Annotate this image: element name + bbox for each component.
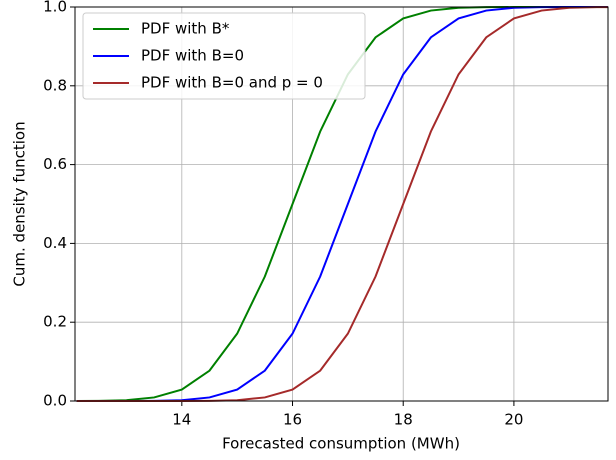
y-tick-label: 0.8 bbox=[43, 76, 67, 94]
legend-box bbox=[82, 12, 366, 100]
legend-label: PDF with B=0 and p = 0 bbox=[141, 74, 323, 92]
x-tick-label: 16 bbox=[283, 411, 302, 429]
plot-frame bbox=[74, 6, 609, 402]
x-tick-label: 20 bbox=[504, 411, 523, 429]
y-tick-label: 0.0 bbox=[43, 392, 67, 410]
y-tick-label: 0.6 bbox=[43, 155, 67, 173]
y-tick-label: 0.2 bbox=[43, 313, 67, 331]
legend-label: PDF with B* bbox=[141, 20, 230, 38]
y-tick-label: 1.0 bbox=[43, 0, 67, 16]
legend-label: PDF with B=0 bbox=[141, 47, 244, 65]
y-tick-label: 0.4 bbox=[43, 234, 67, 252]
x-tick-label: 14 bbox=[172, 411, 191, 429]
y-axis-label: Cum. density function bbox=[11, 121, 29, 286]
x-axis-label: Forecasted consumption (MWh) bbox=[222, 435, 460, 453]
x-tick-label: 18 bbox=[394, 411, 413, 429]
